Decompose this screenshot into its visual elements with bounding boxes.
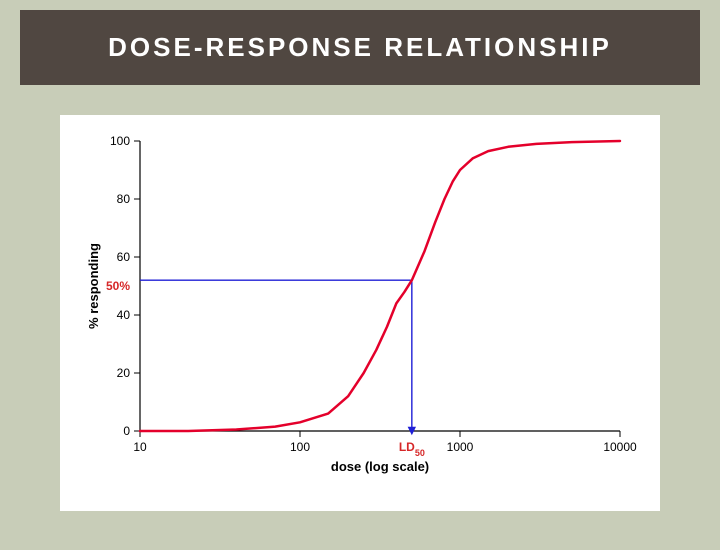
x-tick-label: 100 bbox=[290, 440, 310, 454]
title-bar: DOSE-RESPONSE RELATIONSHIP bbox=[20, 10, 700, 85]
y-tick-label: 40 bbox=[117, 308, 131, 322]
x-tick-label: 10000 bbox=[603, 440, 637, 454]
page-title: DOSE-RESPONSE RELATIONSHIP bbox=[108, 32, 612, 62]
dose-response-curve bbox=[140, 141, 620, 431]
y-annotation-50pct: 50% bbox=[106, 279, 130, 293]
y-tick-label: 20 bbox=[117, 366, 131, 380]
y-tick-label: 80 bbox=[117, 192, 131, 206]
y-tick-label: 60 bbox=[117, 250, 131, 264]
x-tick-label: 1000 bbox=[447, 440, 474, 454]
chart-svg: 0 20 40 60 80 100 50% 10 100 1000 10000 LD50dose (l… bbox=[80, 131, 640, 491]
y-axis-label: % responding bbox=[86, 243, 101, 329]
y-tick-label: 0 bbox=[123, 424, 130, 438]
x-axis-label: dose (log scale) bbox=[331, 459, 429, 474]
dose-response-chart: 0 20 40 60 80 100 50% 10 100 1000 10000 LD50dose (l… bbox=[60, 115, 660, 511]
x-tick-label: 10 bbox=[133, 440, 147, 454]
y-tick-label: 100 bbox=[110, 134, 130, 148]
x-annotation-ld50: LD50 bbox=[399, 440, 425, 458]
